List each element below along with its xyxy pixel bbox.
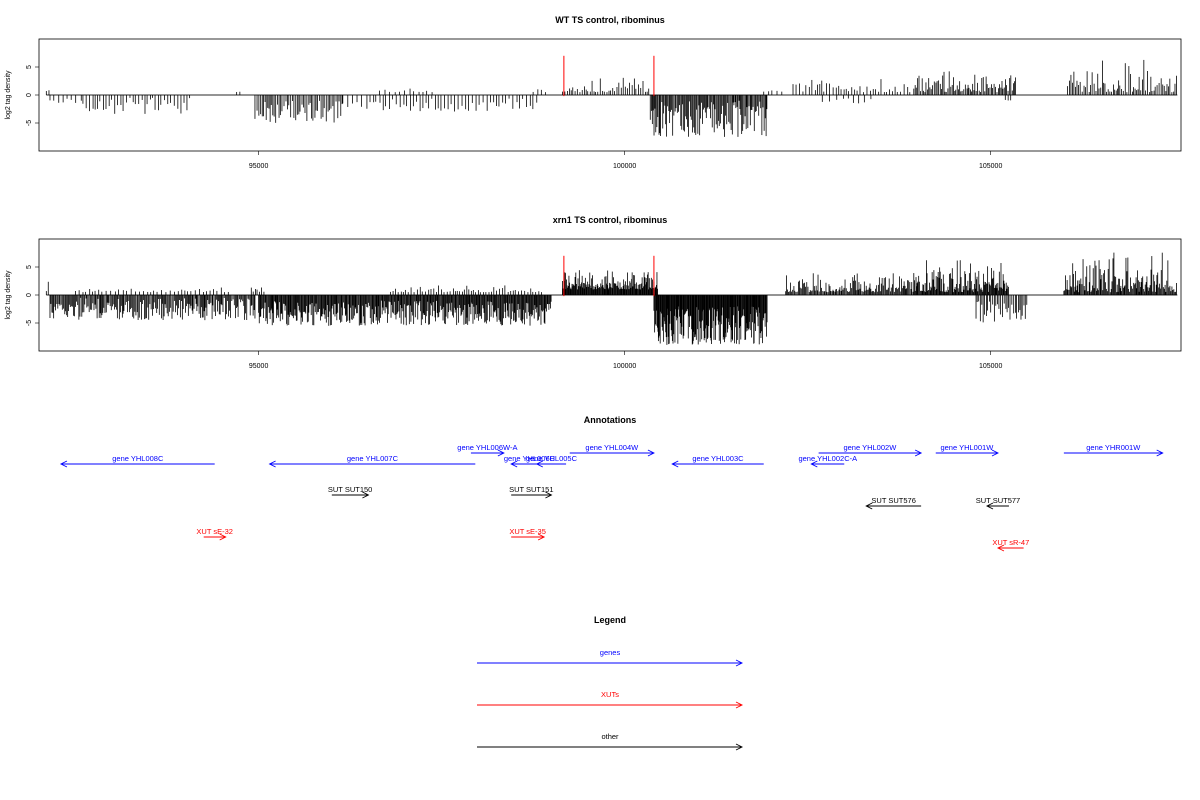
legend-label: XUTs xyxy=(601,690,619,699)
x-tick-label: 95000 xyxy=(249,363,269,370)
feature-label: gene YHL002W xyxy=(843,443,897,452)
annotations-title: Annotations xyxy=(584,415,637,425)
arrow-head xyxy=(996,544,1005,552)
arrow-head xyxy=(535,460,543,468)
annotation-feature: SUT SUT150 xyxy=(328,485,372,499)
arrow-head xyxy=(545,491,553,499)
legend: Legend genes XUTs other xyxy=(477,615,744,751)
feature-label: gene YHL007C xyxy=(347,454,399,463)
annotation-feature: gene YHL005C xyxy=(526,454,578,468)
y-axis: -5 0 5 xyxy=(26,265,39,326)
legend-arrow xyxy=(735,659,744,667)
arrow-head xyxy=(268,460,276,468)
arrow-head xyxy=(914,449,923,457)
arrow-head xyxy=(497,449,505,457)
annotation-feature: gene YHL002W xyxy=(818,443,923,457)
arrow-head xyxy=(59,460,68,468)
arrow-head xyxy=(362,491,370,499)
panel-wt: WT TS control, ribominus log2 tag densit… xyxy=(5,15,1182,170)
annotation-feature: gene YHL001W xyxy=(935,443,999,457)
bar-series xyxy=(45,252,1178,345)
feature-label: XUT sR-47 xyxy=(992,538,1029,547)
arrow-head xyxy=(985,502,994,510)
feature-label: SUT SUT577 xyxy=(976,496,1020,505)
annotation-feature: XUT sE-32 xyxy=(196,527,233,541)
annotation-feature: gene YHL003C xyxy=(671,454,764,468)
arrow-head xyxy=(991,449,999,457)
annotation-feature: SUT SUT577 xyxy=(976,496,1020,510)
legend-label: other xyxy=(601,732,619,741)
arrow-head xyxy=(537,533,546,541)
panel-title: WT TS control, ribominus xyxy=(555,15,665,25)
x-tick-label: 100000 xyxy=(613,363,636,370)
annotation-feature: SUT SUT151 xyxy=(509,485,554,499)
panel-xrn1: xrn1 TS control, ribominus log2 tag dens… xyxy=(5,215,1182,370)
feature-label: SUT SUT576 xyxy=(871,496,915,505)
annotation-feature: gene YHL006W-A xyxy=(457,443,517,457)
panel-title: xrn1 TS control, ribominus xyxy=(553,215,668,225)
annotation-feature: XUT sR-47 xyxy=(992,538,1029,552)
legend-item: genes xyxy=(477,648,744,667)
x-axis: 95000 100000 105000 xyxy=(249,351,1002,370)
legend-title: Legend xyxy=(594,615,626,625)
y-tick-label: -5 xyxy=(26,120,33,126)
y-tick-label: 0 xyxy=(26,293,33,297)
legend-item: XUTs xyxy=(477,690,744,709)
y-tick-label: 0 xyxy=(26,93,33,97)
x-tick-label: 100000 xyxy=(613,163,636,170)
annotation-feature: gene YHL008C xyxy=(59,454,215,468)
y-axis: -5 0 5 xyxy=(26,65,39,126)
arrow-head xyxy=(510,460,518,468)
x-tick-label: 105000 xyxy=(979,363,1002,370)
feature-label: SUT SUT150 xyxy=(328,485,372,494)
annotation-feature: SUT SUT576 xyxy=(865,496,922,510)
feature-label: gene YHL003C xyxy=(692,454,744,463)
feature-label: gene YHL005C xyxy=(526,454,578,463)
bar-series xyxy=(45,59,1178,137)
y-tick-label: 5 xyxy=(26,265,33,269)
annotation-feature: gene YHL004W xyxy=(569,443,655,457)
legend-items: genes XUTs other xyxy=(477,648,744,751)
marker-lines xyxy=(563,255,655,297)
arrow-head xyxy=(647,449,655,457)
annotation-feature: XUT sE-35 xyxy=(509,527,546,541)
annotation-features: gene YHL008C gene YHL007C gene YHL006W-A ge… xyxy=(59,443,1164,552)
feature-label: gene YHL006W-A xyxy=(457,443,517,452)
y-axis-label: log2 tag density xyxy=(5,70,12,120)
annotation-feature: gene YHR001W xyxy=(1063,443,1164,457)
legend-item: other xyxy=(477,732,744,751)
legend-label: genes xyxy=(600,648,621,657)
arrow-head xyxy=(810,460,818,468)
arrow-head xyxy=(219,533,227,541)
y-tick-label: 5 xyxy=(26,65,33,69)
arrow-head xyxy=(671,460,679,468)
y-tick-label: -5 xyxy=(26,320,33,326)
legend-arrow xyxy=(735,701,744,709)
x-tick-label: 105000 xyxy=(979,163,1002,170)
feature-label: gene YHL006C xyxy=(504,454,556,463)
feature-label: SUT SUT151 xyxy=(509,485,553,494)
marker-lines xyxy=(563,55,655,97)
x-tick-label: 95000 xyxy=(249,163,269,170)
feature-label: gene YHL002C-A xyxy=(798,454,857,463)
annotation-feature: gene YHL007C xyxy=(268,454,476,468)
feature-label: XUT sE-35 xyxy=(509,527,546,536)
feature-label: gene YHR001W xyxy=(1086,443,1141,452)
arrow-head xyxy=(1156,449,1164,457)
y-axis-label: log2 tag density xyxy=(5,270,12,320)
legend-arrow xyxy=(735,743,744,751)
feature-label: gene YHL001W xyxy=(940,443,994,452)
feature-label: gene YHL004W xyxy=(585,443,639,452)
arrow-head xyxy=(865,502,873,510)
feature-label: XUT sE-32 xyxy=(196,527,233,536)
annotations-track: Annotations gene YHL008C gene YHL007Cgene… xyxy=(59,415,1164,552)
annotation-feature: gene YHL002C-A xyxy=(798,454,857,468)
feature-label: gene YHL008C xyxy=(112,454,164,463)
x-axis: 95000 100000 105000 xyxy=(249,151,1002,170)
